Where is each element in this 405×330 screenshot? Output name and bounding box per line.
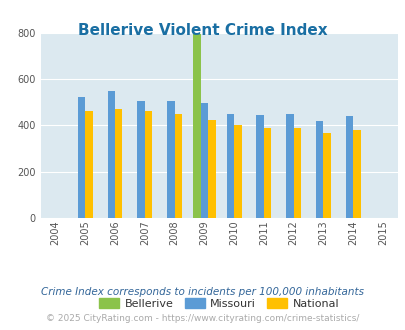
Legend: Bellerive, Missouri, National: Bellerive, Missouri, National	[94, 294, 343, 313]
Bar	[263, 128, 271, 218]
Bar	[352, 130, 360, 218]
Bar	[315, 121, 323, 218]
Bar	[286, 114, 293, 218]
Bar	[115, 109, 122, 218]
Bar	[167, 101, 174, 218]
Bar	[234, 125, 241, 218]
Bar	[226, 114, 234, 218]
Bar	[107, 91, 115, 218]
Bar	[323, 133, 330, 218]
Bar	[208, 119, 215, 218]
Bar	[256, 115, 263, 218]
Text: Crime Index corresponds to incidents per 100,000 inhabitants: Crime Index corresponds to incidents per…	[41, 287, 364, 297]
Bar	[345, 116, 352, 218]
Bar	[193, 34, 200, 218]
Text: © 2025 CityRating.com - https://www.cityrating.com/crime-statistics/: © 2025 CityRating.com - https://www.city…	[46, 314, 359, 323]
Bar	[174, 114, 181, 218]
Bar	[145, 111, 152, 218]
Bar	[137, 101, 145, 218]
Bar	[78, 96, 85, 218]
Text: Bellerive Violent Crime Index: Bellerive Violent Crime Index	[78, 23, 327, 38]
Bar	[85, 111, 92, 218]
Bar	[200, 103, 208, 218]
Bar	[293, 128, 301, 218]
